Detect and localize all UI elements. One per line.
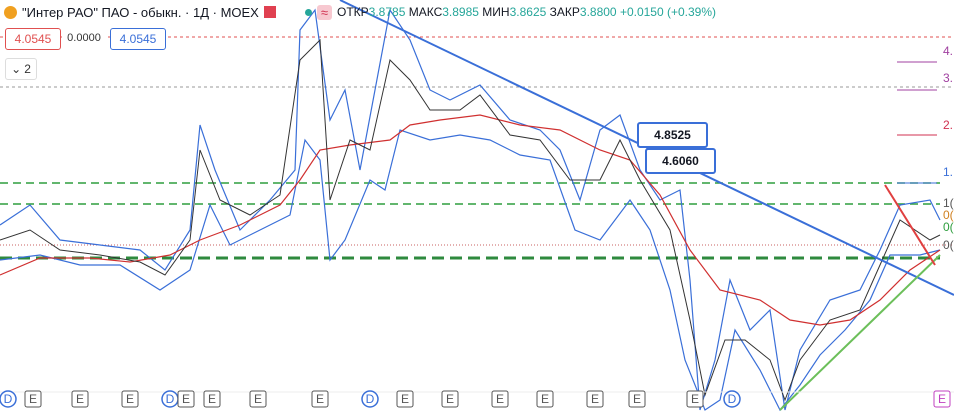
fib-label: 3. (943, 71, 953, 85)
label: МАКС (408, 5, 443, 19)
band-upper (0, 8, 941, 411)
event-label: E (76, 392, 84, 406)
trendline (884, 184, 936, 266)
event-label: E (208, 392, 216, 406)
event-label: E (254, 392, 262, 406)
fib-label: 2. (943, 118, 953, 132)
event-label: E (591, 392, 599, 406)
event-icon (933, 390, 951, 408)
event-icon (628, 390, 646, 408)
sell-button[interactable]: 4.0545 (5, 28, 61, 50)
spread: 0.0000 (62, 28, 106, 48)
event-icon (203, 390, 221, 408)
moving-average (0, 114, 941, 326)
event-label: E (633, 392, 641, 406)
value: 3.8785 (368, 5, 406, 19)
event-label: D (366, 392, 375, 406)
value: 3.8625 (509, 5, 547, 19)
label: МИН (482, 5, 510, 19)
event-label: E (446, 392, 454, 406)
event-label: E (938, 392, 946, 406)
fib-label: 0( (943, 238, 954, 252)
value: 3.8985 (442, 5, 479, 19)
chevron: ⌄ (11, 62, 22, 76)
event-icon (396, 390, 414, 408)
event-icon (249, 390, 267, 408)
event-icon (361, 390, 379, 408)
data-flag[interactable]: ≈ (316, 4, 332, 20)
fib-labels: 4.3.2.1.1(0(0(0( (943, 44, 954, 252)
price-line (0, 38, 941, 402)
price-callout: 4.8525 (637, 122, 708, 148)
event-label: E (182, 392, 190, 406)
event-label: D (728, 392, 737, 406)
event-icon (441, 390, 459, 408)
ohlc: ОТКР3.8785 МАКС3.8985 МИН3.8625 ЗАКР3.88… (337, 5, 716, 19)
event-label: E (29, 392, 37, 406)
event-label: E (126, 392, 134, 406)
event-icon (586, 390, 604, 408)
event-label: E (401, 392, 409, 406)
fib-label: 0( (943, 208, 954, 222)
band-lower (0, 129, 941, 412)
event-icon (723, 390, 741, 408)
indicator-count: 2 (24, 62, 31, 76)
flag[interactable] (263, 6, 276, 18)
buy-button[interactable]: 4.0545 (110, 28, 166, 50)
indicators-toggle[interactable]: ⌄ 2 (5, 58, 37, 80)
event-icon (71, 390, 89, 408)
event-label: D (166, 392, 175, 406)
status-dot (304, 8, 312, 16)
event-icon (0, 390, 17, 408)
fib-label: 1( (943, 196, 954, 210)
trendline (779, 254, 941, 411)
event-label: E (496, 392, 504, 406)
event-icon (121, 390, 139, 408)
event-label: E (541, 392, 549, 406)
event-icon (491, 390, 509, 408)
event-label: D (4, 392, 13, 406)
label: ОТКР (337, 5, 369, 19)
event-label: E (691, 392, 699, 406)
price-callout: 4.6060 (645, 148, 716, 174)
fib-label: 0( (943, 220, 954, 234)
header: "Интер РАО" ПАО - обыкн. · 1Д · MOEX ≈ О… (4, 3, 716, 21)
label: ЗАКР (549, 5, 580, 19)
symbol-icon (4, 5, 17, 19)
fib-label: 4. (943, 44, 953, 58)
event-icon (686, 390, 704, 408)
event-icon (24, 390, 42, 408)
event-icon (177, 390, 195, 408)
event-icon (311, 390, 329, 408)
event-icon (536, 390, 554, 408)
event-label: E (316, 392, 324, 406)
value: 3.8800 (579, 5, 617, 19)
symbol-title[interactable]: "Интер РАО" ПАО - обыкн. · 1Д · MOEX (22, 4, 259, 20)
change: +0.0150 (+0.39%) (619, 5, 717, 19)
fib-label: 1. (943, 165, 953, 179)
